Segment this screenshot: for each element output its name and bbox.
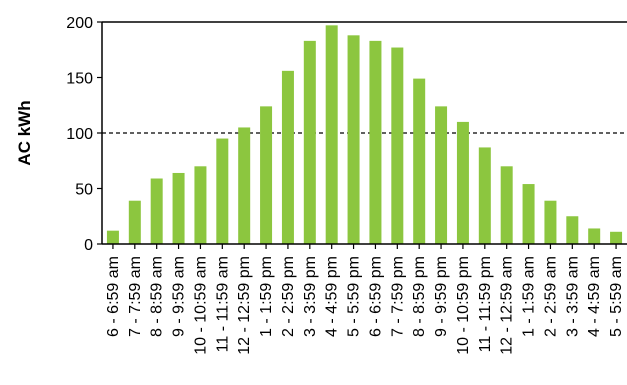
bar: [456, 121, 469, 244]
bar: [413, 78, 426, 244]
bar: [522, 184, 535, 244]
x-tick-label: 8 - 8:59 am: [149, 256, 166, 337]
bar: [500, 166, 513, 244]
x-tick-label: 4 - 4:59 pm: [324, 256, 341, 337]
bar: [544, 200, 557, 244]
bar: [238, 127, 251, 244]
y-tick-label: 200: [66, 15, 93, 32]
bar: [566, 216, 579, 244]
x-tick-label: 12 - 12:59 pm: [236, 256, 253, 355]
x-tick-label: 1 - 1:59 am: [521, 256, 538, 337]
y-tick-label: 100: [66, 126, 93, 143]
x-tick-label: 9 - 9:59 pm: [433, 256, 450, 337]
bar: [588, 228, 601, 244]
x-tick-label: 6 - 6:59 pm: [367, 256, 384, 337]
x-tick-label: 1 - 1:59 pm: [258, 256, 275, 337]
y-tick-label: 50: [75, 182, 93, 199]
bar: [216, 138, 229, 244]
x-tick-label: 2 - 2:59 pm: [280, 256, 297, 337]
bar: [172, 172, 185, 244]
bar: [610, 231, 623, 244]
x-tick-label: 11 - 11:59 am: [214, 256, 231, 352]
bar: [435, 106, 448, 244]
bar: [303, 40, 316, 245]
x-tick-label: 10 - 10:59 pm: [455, 256, 472, 355]
y-tick-label: 150: [66, 71, 93, 88]
y-tick-label: 0: [84, 237, 93, 254]
bar: [260, 106, 273, 244]
x-tick-label: 7 - 7:59 pm: [389, 256, 406, 337]
bar: [128, 200, 141, 244]
bar: [369, 40, 382, 245]
x-tick-label: 2 - 2:59 am: [542, 256, 559, 337]
bar: [391, 47, 404, 244]
x-tick-label: 8 - 8:59 pm: [411, 256, 428, 337]
bar: [106, 230, 119, 244]
bar: [478, 147, 491, 244]
x-tick-label: 11 - 11:59 pm: [477, 256, 494, 352]
x-tick-label: 7 - 7:59 am: [127, 256, 144, 337]
x-tick-label: 6 - 6:59 am: [105, 256, 122, 337]
x-tick-label: 5 - 5:59 am: [608, 256, 625, 337]
x-tick-label: 9 - 9:59 am: [171, 256, 188, 337]
y-axis-label: AC kWh: [15, 100, 34, 165]
x-tick-label: 3 - 3:59 am: [564, 256, 581, 337]
x-tick-label: 12 - 12:59 am: [499, 256, 516, 355]
bar: [194, 166, 207, 244]
x-tick-label: 4 - 4:59 am: [586, 256, 603, 337]
x-tick-label: 10 - 10:59 am: [192, 256, 209, 355]
bar: [150, 178, 163, 244]
bar: [281, 70, 294, 244]
bar: [347, 35, 360, 244]
x-tick-label: 3 - 3:59 pm: [302, 256, 319, 337]
bar: [325, 25, 338, 244]
x-tick-label: 5 - 5:59 pm: [346, 256, 363, 337]
